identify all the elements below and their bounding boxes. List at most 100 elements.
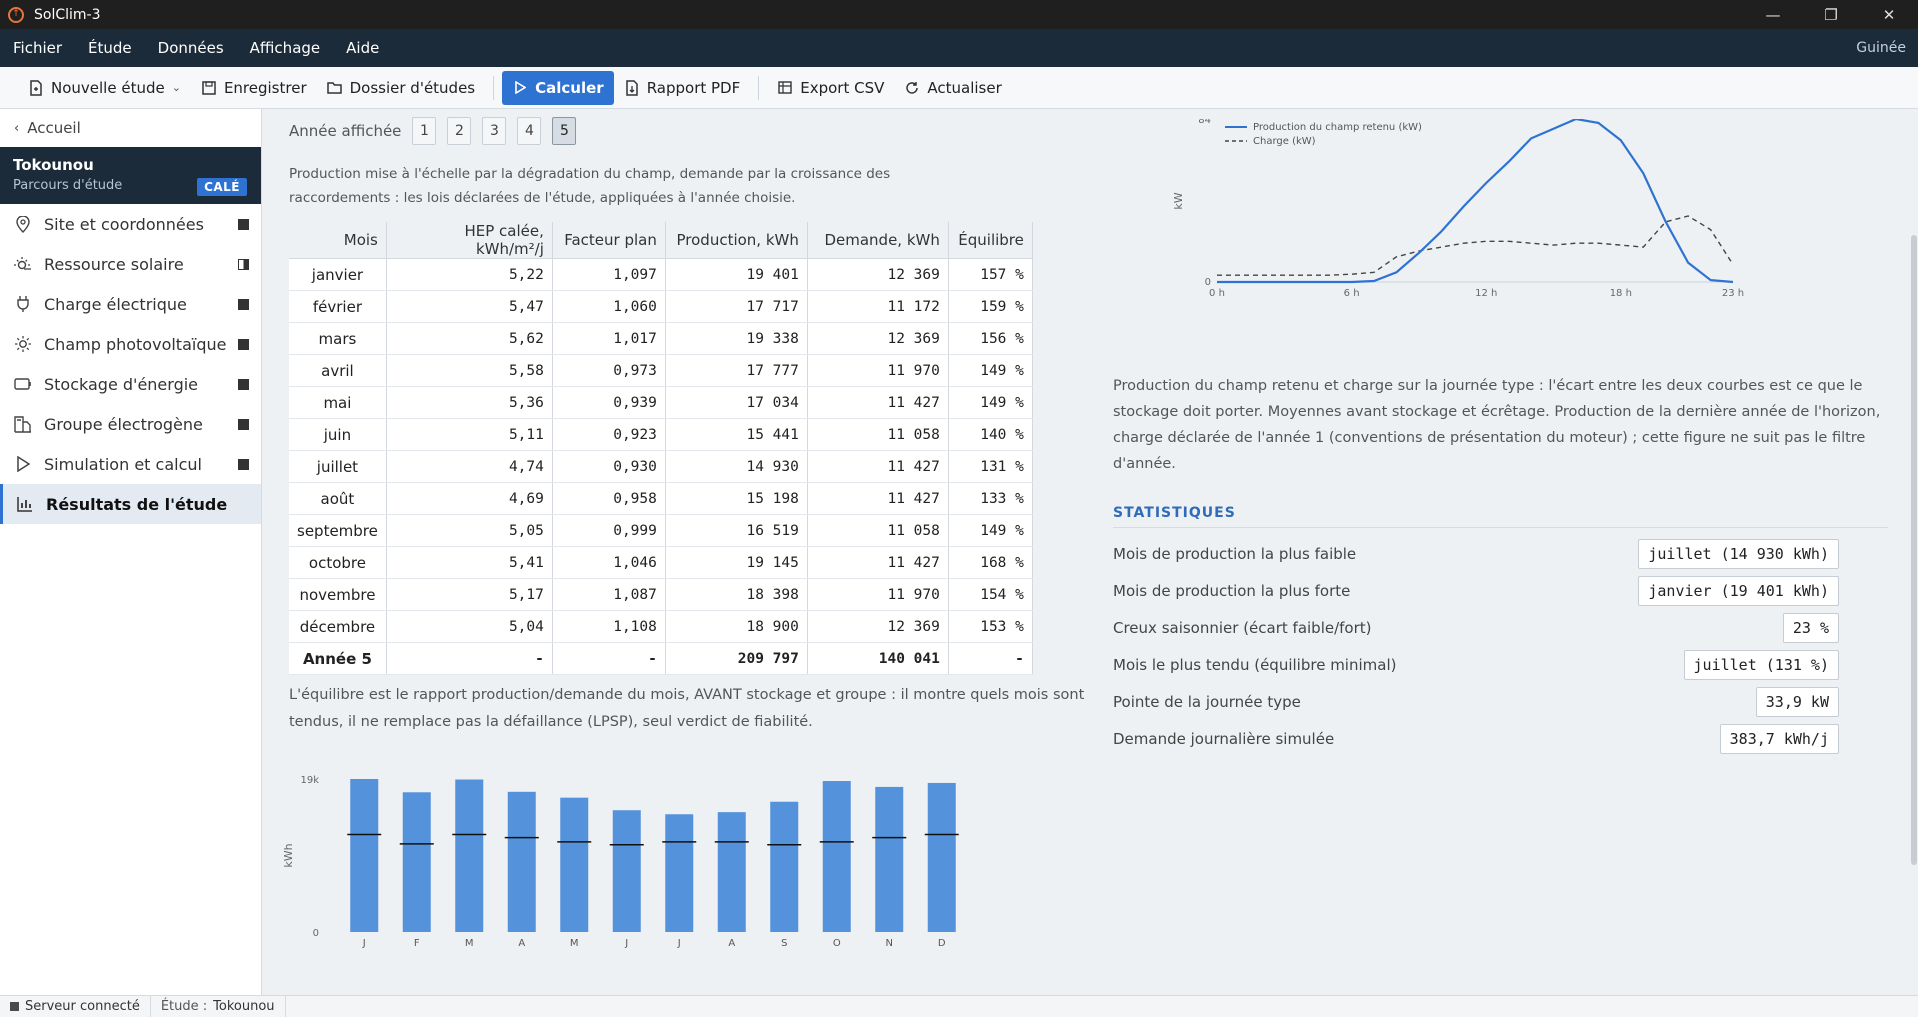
table-cell: 11 427	[807, 482, 949, 515]
column-header: Production, kWh	[665, 222, 808, 259]
table-cell: 11 427	[807, 546, 949, 579]
x-tick-label: O	[833, 938, 841, 949]
new-file-icon	[28, 79, 44, 96]
table-cell: 1,060	[552, 290, 666, 323]
plug-icon	[14, 295, 32, 313]
sun-rays-icon	[14, 335, 32, 353]
table-cell: 15 441	[665, 418, 808, 451]
study-folder-label: Dossier d'études	[349, 78, 476, 97]
minimize-button[interactable]: —	[1765, 5, 1781, 24]
table-cell: octobre	[289, 546, 387, 579]
sidebar-item-simulation[interactable]: Simulation et calcul	[0, 444, 261, 484]
production-bar	[717, 812, 746, 932]
table-cell: 157 %	[948, 258, 1033, 291]
column-header: Équilibre	[948, 222, 1033, 259]
year-button-4[interactable]: 4	[517, 117, 542, 145]
x-tick-label: J	[624, 938, 628, 949]
generator-icon	[14, 415, 32, 433]
table-total-row: Année 5- -209 797 140 041-	[289, 642, 1033, 675]
sidebar-item-results[interactable]: Résultats de l'étude	[0, 484, 261, 524]
stat-value: 383,7 kWh/j	[1719, 724, 1839, 754]
table-cell: septembre	[289, 514, 387, 547]
csv-export-button[interactable]: Export CSV	[767, 71, 894, 105]
table-cell: 12 369	[807, 258, 949, 291]
connection-indicator	[10, 1002, 19, 1011]
new-study-button[interactable]: Nouvelle étude ⌄	[18, 71, 191, 105]
sidebar-item-solar-resource[interactable]: Ressource solaire	[0, 244, 261, 284]
stat-row: Mois de production la plus faible juille…	[1113, 539, 1839, 569]
table-icon	[777, 80, 793, 96]
table-cell: 15 198	[665, 482, 808, 515]
study-label: Étude :	[160, 999, 208, 1014]
year-button-5[interactable]: 5	[552, 117, 577, 145]
chevron-down-icon: ⌄	[171, 81, 181, 94]
table-cell: 11 172	[807, 290, 949, 323]
x-tick-label: 23 h	[1722, 288, 1744, 299]
legend-label: Charge (kW)	[1253, 136, 1316, 147]
table-row: octobre 5,41 1,046 19 145 11 427 168 %	[289, 546, 1033, 579]
stat-label: Creux saisonnier (écart faible/fort)	[1113, 619, 1372, 637]
table-cell: 12 369	[807, 610, 949, 643]
compute-button[interactable]: Calculer	[502, 70, 614, 105]
production-bar	[822, 781, 851, 932]
location-pin-icon	[14, 215, 32, 233]
sun-icon	[14, 255, 32, 273]
stat-row: Mois de production la plus forte janvier…	[1113, 576, 1839, 606]
menu-fichier[interactable]: Fichier	[13, 39, 63, 57]
y-tick-label: 0	[1205, 277, 1211, 288]
sidebar-item-generator[interactable]: Groupe électrogène	[0, 404, 261, 444]
table-row: juillet 4,74 0,930 14 930 11 427 131 %	[289, 450, 1033, 483]
sidebar-item-label: Site et coordonnées	[44, 214, 204, 234]
x-tick-label: J	[362, 938, 366, 949]
project-subtitle: Parcours d'étude	[13, 178, 123, 193]
year-button-2[interactable]: 2	[447, 117, 472, 145]
sidebar-item-storage[interactable]: Stockage d'énergie	[0, 364, 261, 404]
table-cell: 17 034	[665, 386, 808, 419]
table-cell: 18 900	[665, 610, 808, 643]
menu-donnees[interactable]: Données	[157, 39, 224, 57]
stat-label: Demande journalière simulée	[1113, 730, 1335, 748]
table-cell: 0,923	[552, 418, 666, 451]
step-status-complete	[238, 299, 249, 310]
refresh-button[interactable]: Actualiser	[894, 71, 1011, 105]
stat-value: juillet (14 930 kWh)	[1638, 539, 1839, 569]
close-button[interactable]: ✕	[1882, 5, 1896, 24]
menu-affichage[interactable]: Affichage	[249, 39, 321, 57]
table-cell: 17 777	[665, 354, 808, 387]
study-folder-button[interactable]: Dossier d'études	[317, 71, 486, 105]
table-cell: 1,097	[552, 258, 666, 291]
menu-etude[interactable]: Étude	[88, 39, 132, 57]
pdf-report-button[interactable]: Rapport PDF	[614, 71, 751, 105]
table-row: février 5,47 1,060 17 717 11 172 159 %	[289, 290, 1033, 323]
table-cell: 209 797	[665, 642, 808, 675]
table-cell: 18 398	[665, 578, 808, 611]
x-tick-label: A	[518, 938, 525, 949]
table-cell: 156 %	[948, 322, 1033, 355]
monthly-results-table: Mois HEP calée, kWh/m²/j Facteur plan Pr…	[289, 222, 1033, 675]
x-tick-label: N	[886, 938, 893, 949]
table-cell: Année 5	[289, 642, 387, 675]
table-cell: 19 401	[665, 258, 808, 291]
sidebar-item-electric-load[interactable]: Charge électrique	[0, 284, 261, 324]
server-status-label: Serveur connecté	[25, 999, 140, 1014]
table-cell: 5,22	[386, 258, 553, 291]
sidebar-item-site[interactable]: Site et coordonnées	[0, 204, 261, 244]
maximize-button[interactable]: ❐	[1824, 5, 1838, 24]
stat-row: Creux saisonnier (écart faible/fort) 23 …	[1113, 613, 1839, 643]
back-to-home-link[interactable]: ‹ Accueil	[0, 109, 261, 147]
pdf-file-icon	[624, 79, 640, 96]
save-button[interactable]: Enregistrer	[191, 71, 317, 105]
sidebar-item-pv-field[interactable]: Champ photovoltaïque	[0, 324, 261, 364]
project-header: Tokounou Parcours d'étude CALÉ	[0, 147, 261, 204]
menu-aide[interactable]: Aide	[346, 39, 380, 57]
stat-label: Pointe de la journée type	[1113, 693, 1301, 711]
sidebar-item-label: Résultats de l'étude	[46, 494, 228, 514]
table-cell: 0,958	[552, 482, 666, 515]
vertical-scrollbar[interactable]	[1911, 235, 1917, 865]
table-cell: 11 427	[807, 386, 949, 419]
year-button-1[interactable]: 1	[412, 117, 437, 145]
table-cell: 149 %	[948, 514, 1033, 547]
year-button-3[interactable]: 3	[482, 117, 507, 145]
table-cell: 19 338	[665, 322, 808, 355]
y-axis-label: kWh	[282, 843, 295, 867]
